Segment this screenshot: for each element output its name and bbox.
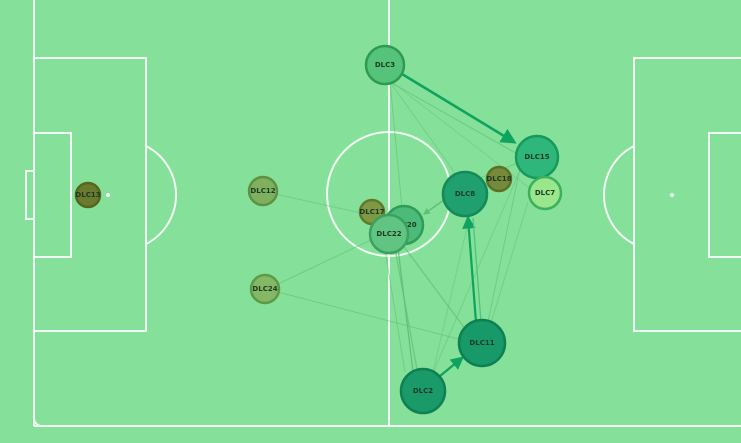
pass-lines-weak	[274, 81, 533, 381]
pass-arrow	[397, 247, 416, 389]
pass-line	[394, 247, 419, 376]
player-circle	[485, 165, 513, 193]
pass-arrow	[422, 199, 445, 215]
player-label: DLC22	[376, 230, 401, 238]
pass-lines-arrowed	[397, 72, 517, 389]
pass-line	[274, 193, 371, 216]
player-circle	[527, 175, 563, 211]
pass-line	[389, 81, 403, 209]
penalty-spot-left	[106, 193, 110, 197]
penalty-arc-left	[145, 145, 178, 245]
pass-line	[401, 243, 467, 331]
player-node-dlc2[interactable]: DLC2	[399, 367, 447, 415]
penalty-spot-right	[670, 193, 674, 197]
player-node-dlc22[interactable]: DLC22	[368, 213, 410, 255]
player-node-dlc12[interactable]: DLC12	[247, 175, 279, 207]
corner-arc-bottom-left	[33, 417, 43, 427]
penalty-arc-right	[602, 145, 635, 245]
pass-line	[389, 81, 529, 161]
player-label: DLC18	[486, 175, 511, 183]
player-circle	[441, 170, 489, 218]
player-label: DLC24	[252, 285, 277, 293]
pass-line	[277, 291, 463, 341]
player-label: DLC17	[359, 208, 384, 216]
player-node-dlc8[interactable]: DLC8	[441, 170, 489, 218]
pass-arrow	[472, 217, 482, 323]
player-node-dlc15[interactable]: DLC15	[514, 134, 560, 180]
players-layer: DLC3 DLC15 DLC18 DLC7 DLC8 DLC12 DLC13 DLC17 DLC…	[74, 44, 563, 415]
goal-left	[25, 170, 35, 220]
player-circle	[249, 273, 281, 305]
player-label: DLC2	[413, 387, 433, 395]
player-label: DLC8	[455, 190, 475, 198]
pass-arrow	[439, 356, 465, 377]
pass-arrow	[401, 72, 517, 144]
player-circle	[399, 367, 447, 415]
player-label: DLC15	[524, 153, 549, 161]
pass-line	[489, 201, 529, 327]
penalty-box-right	[633, 57, 741, 332]
player-circle	[368, 213, 410, 255]
player-node-dlc18[interactable]: DLC18	[485, 165, 513, 193]
player-circle	[74, 181, 102, 209]
player-circle	[247, 175, 279, 207]
player-label: DLC13	[75, 191, 100, 199]
pass-arrow	[462, 215, 478, 323]
player-node-dlc24[interactable]: DLC24	[249, 273, 281, 305]
pass-line	[431, 214, 471, 377]
player-circle	[457, 318, 507, 368]
player-label: DLC3	[375, 61, 395, 69]
player-node-dlc7[interactable]: DLC7	[527, 175, 563, 211]
pass-line	[389, 81, 461, 181]
player-node-dlc3[interactable]: DLC3	[364, 44, 406, 86]
pass-line	[277, 237, 376, 285]
player-label: DLC11	[469, 339, 494, 347]
player-node-dlc13[interactable]: DLC13	[74, 181, 102, 209]
goal-box-right	[708, 132, 741, 258]
player-node-dlc11[interactable]: DLC11	[457, 318, 507, 368]
player-label: DLC12	[250, 187, 275, 195]
player-circle	[364, 44, 406, 86]
player-label: DLC7	[535, 189, 555, 197]
pass-line	[487, 167, 521, 323]
pass-line	[384, 249, 406, 373]
pass-line	[429, 169, 521, 381]
